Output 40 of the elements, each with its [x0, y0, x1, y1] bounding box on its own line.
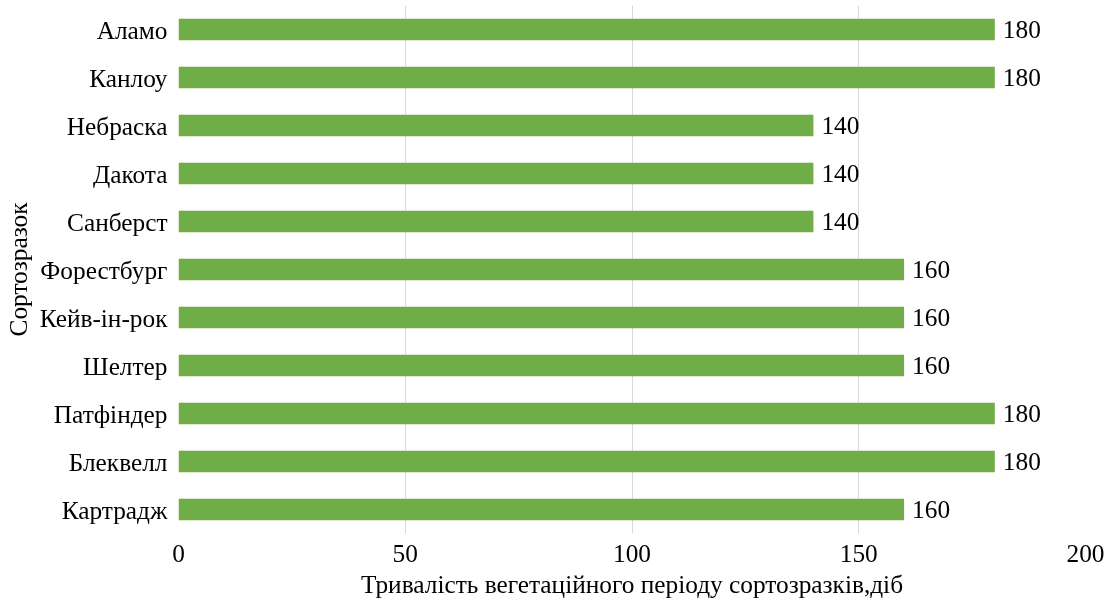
bar: [178, 258, 905, 281]
data-label: 160: [912, 255, 951, 283]
x-tick-label: 50: [392, 538, 418, 567]
y-tick-label: Патфіндер: [53, 399, 168, 428]
bar: [178, 306, 905, 329]
y-tick-label: Дакота: [93, 159, 168, 188]
data-label: 160: [912, 303, 951, 331]
y-tick-label: Блеквелл: [68, 447, 168, 476]
data-label: 160: [912, 495, 951, 523]
bar: [178, 498, 905, 521]
bar: [178, 114, 814, 137]
bar: [178, 18, 995, 41]
x-tick-label: 200: [1066, 538, 1105, 567]
data-label: 180: [1002, 15, 1041, 43]
y-tick-label: Картрадж: [61, 495, 168, 524]
data-label: 160: [912, 351, 951, 379]
y-tick-label: Шелтер: [83, 351, 168, 380]
x-tick-label: 100: [613, 538, 651, 567]
data-label: 180: [1002, 399, 1041, 427]
bar: [178, 450, 995, 473]
bar: [178, 210, 814, 233]
bar: [178, 162, 814, 185]
y-tick-label: Санберст: [67, 207, 168, 236]
bar: [178, 402, 995, 425]
y-tick-label: Форестбург: [40, 255, 168, 284]
x-tick-label: 150: [839, 538, 878, 567]
y-tick-label: Небраска: [66, 111, 168, 140]
y-tick-label: Аламо: [96, 15, 168, 44]
bar: [178, 66, 995, 89]
data-label: 180: [1002, 63, 1041, 91]
y-tick-label: Канлоу: [89, 63, 168, 92]
y-axis-title: Сортозразок: [3, 201, 32, 337]
bar: [178, 354, 905, 377]
data-label: 140: [821, 111, 860, 139]
x-axis-title: Тривалість вегетаційного періоду сортозразків,діб: [360, 569, 904, 598]
data-label: 140: [821, 159, 860, 187]
data-label: 180: [1002, 447, 1041, 475]
y-tick-label: Кейв-ін-рок: [39, 303, 169, 332]
x-tick-label: 0: [172, 538, 185, 567]
data-label: 140: [821, 207, 860, 235]
